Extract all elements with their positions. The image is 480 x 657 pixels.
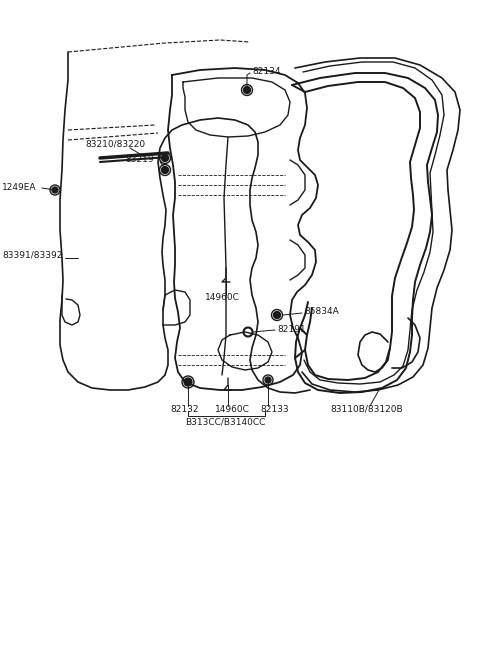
- Circle shape: [161, 166, 168, 173]
- Text: 14960C: 14960C: [205, 294, 240, 302]
- Circle shape: [274, 311, 280, 319]
- Circle shape: [243, 87, 251, 93]
- Text: 82132: 82132: [170, 405, 199, 413]
- Text: 83110B/83120B: 83110B/83120B: [330, 405, 403, 413]
- Circle shape: [184, 378, 192, 386]
- Text: 83219: 83219: [125, 156, 154, 164]
- Text: 83391/83392: 83391/83392: [2, 250, 62, 260]
- Text: 83210/83220: 83210/83220: [85, 139, 145, 148]
- Circle shape: [265, 377, 271, 383]
- Text: 14960C: 14960C: [215, 405, 250, 413]
- Text: 82191: 82191: [277, 325, 306, 334]
- Text: B313CC/B3140CC: B313CC/B3140CC: [185, 417, 265, 426]
- Circle shape: [161, 154, 168, 162]
- Text: 85834A: 85834A: [304, 307, 339, 317]
- Text: 82134: 82134: [252, 68, 280, 76]
- Text: 1249EA: 1249EA: [2, 183, 36, 193]
- Text: 82133: 82133: [260, 405, 288, 413]
- Circle shape: [52, 187, 58, 193]
